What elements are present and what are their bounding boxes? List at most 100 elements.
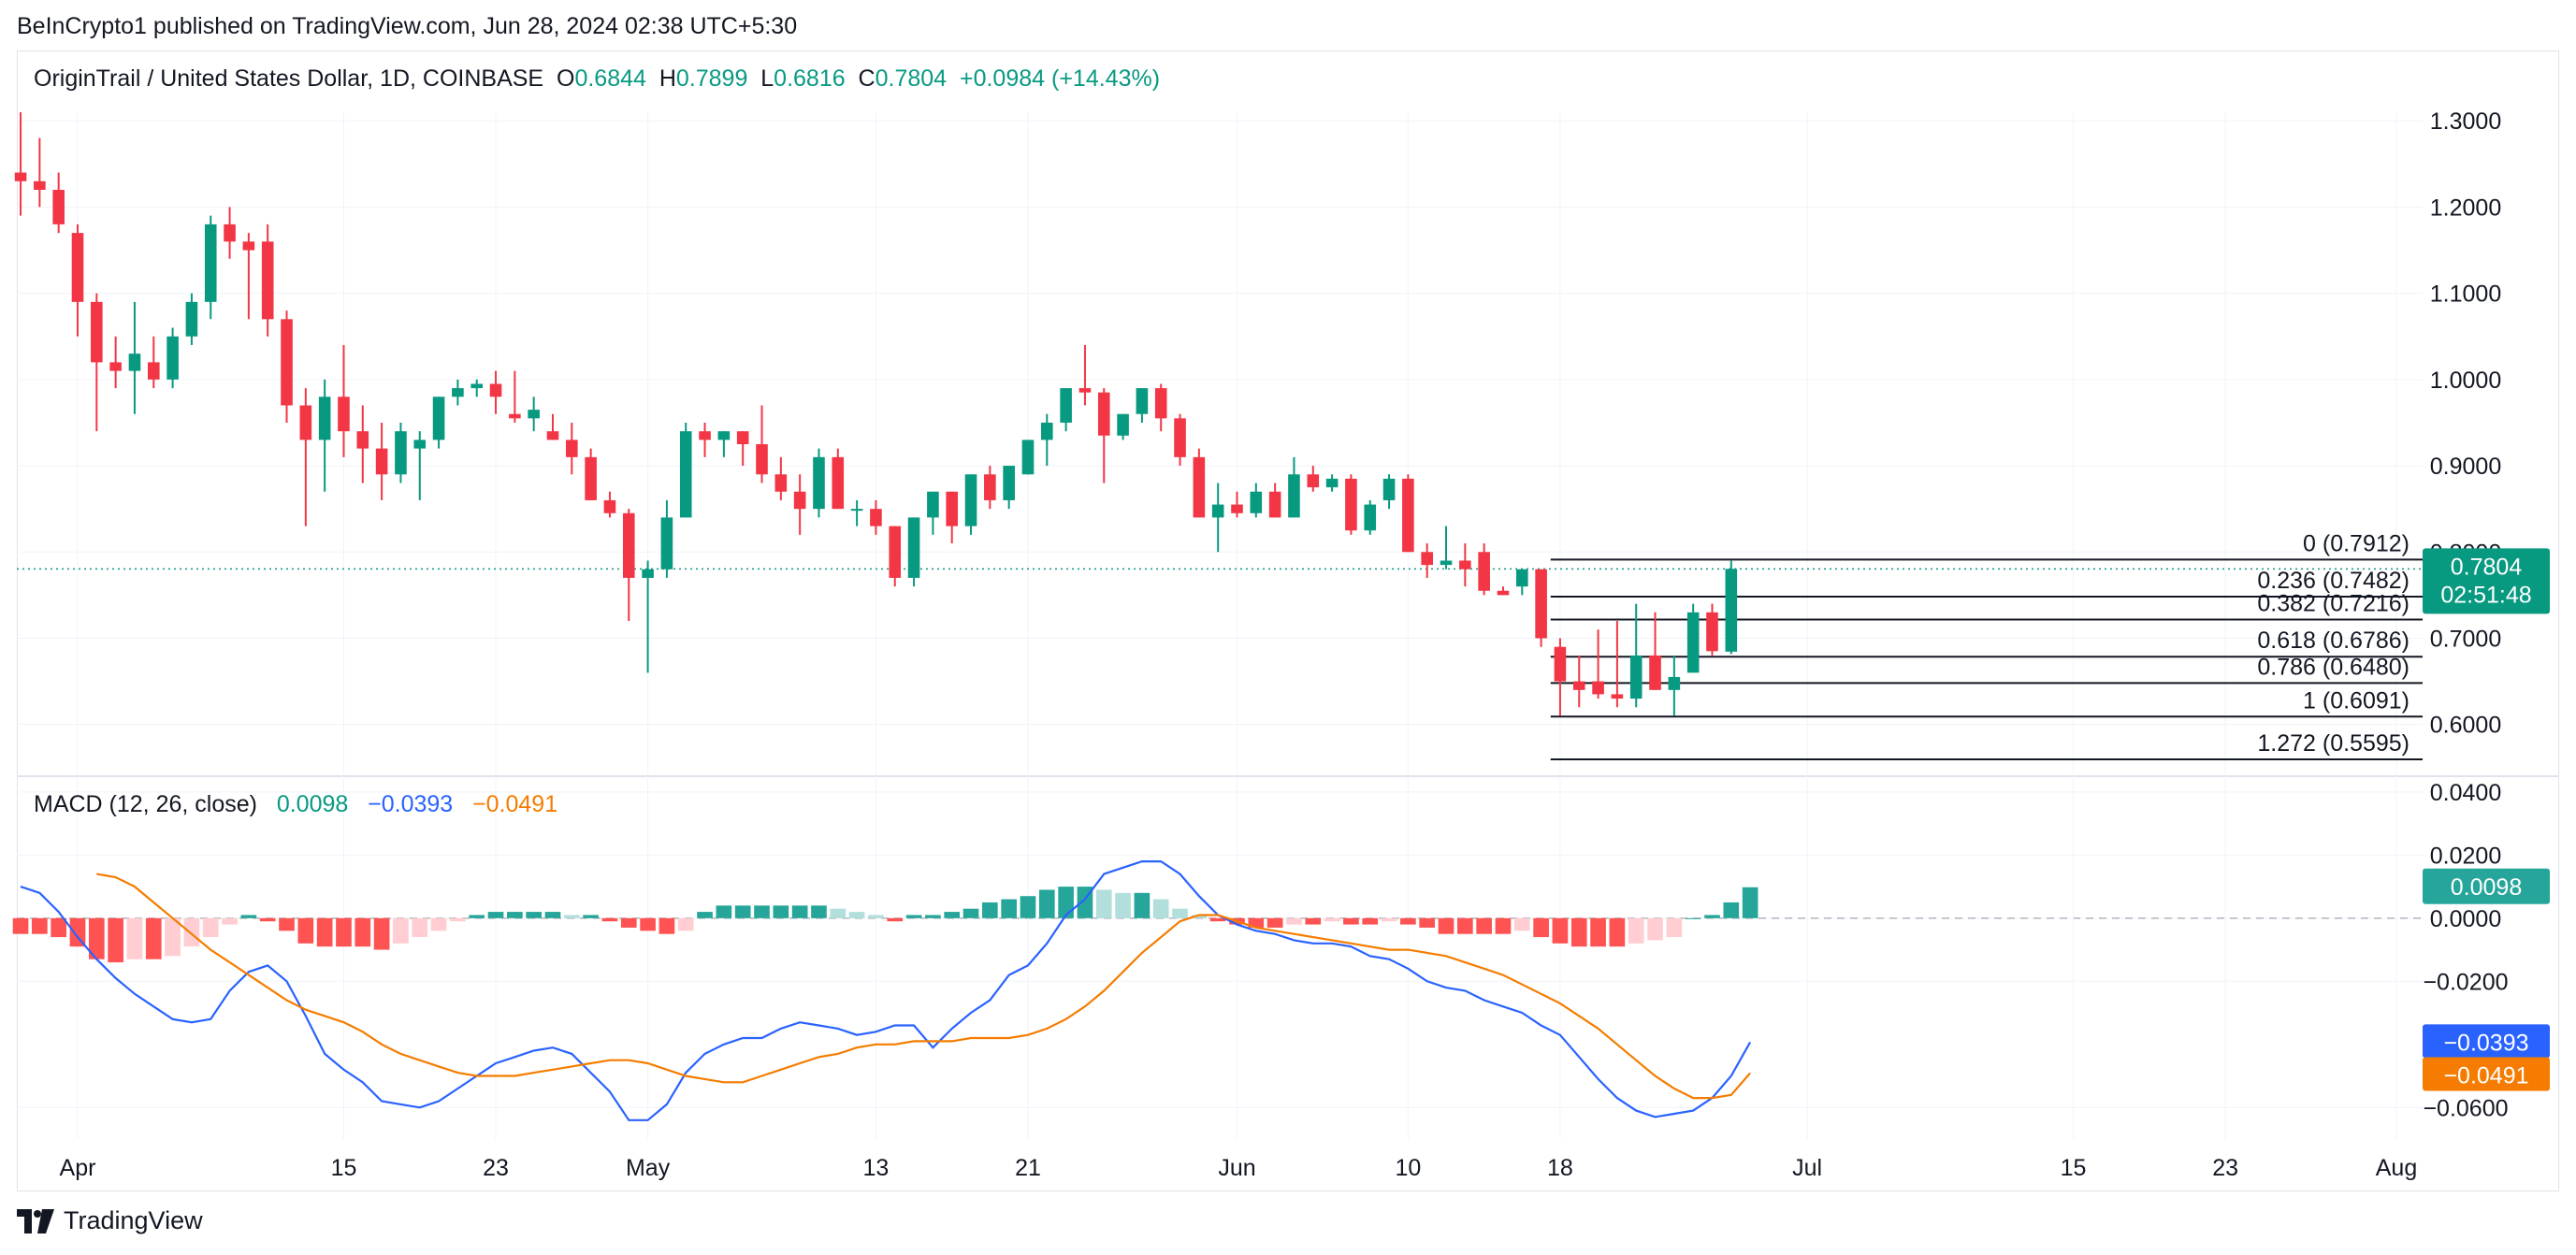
signal-line [96,873,1751,1100]
histogram-bar [1533,917,1549,938]
histogram-bar [108,917,123,963]
candle [642,560,654,673]
candle-body [299,405,312,440]
time-axis-tick: 21 [1015,1155,1041,1181]
macd-legend[interactable]: MACD (12, 26, close) 0.0098 −0.0393 −0.0… [34,791,557,818]
histogram-bar [754,905,770,918]
candle-body [1382,478,1396,500]
candle [242,233,255,320]
histogram-bar [297,917,314,944]
candle [375,422,388,500]
symbol-legend[interactable]: OriginTrail / United States Dollar, 1D, … [34,65,1160,93]
price-badge-text: 0.7804 [2451,554,2523,580]
macd-line-value: −0.0393 [368,791,454,817]
candle [1535,569,1547,647]
histogram-bar [1742,887,1758,918]
low-value: 0.6816 [774,65,846,92]
candle-body [1117,413,1129,436]
candle [1629,603,1643,708]
candle [509,370,521,423]
time-axis-tick: 18 [1547,1155,1573,1181]
candle-body [224,224,236,242]
candle [774,456,788,500]
macd-hist-badge: 0.0098 [2423,868,2550,904]
candle-body [946,491,959,527]
macd-hist-value: 0.0098 [276,791,349,817]
candle-body [1629,655,1643,700]
candle [850,499,863,527]
histogram-bar [1305,917,1322,925]
time-axis-tick: May [626,1155,671,1181]
candle-body [1060,388,1072,423]
price-axis-tick: 1.1000 [2430,281,2501,308]
histogram-bar [32,917,48,934]
candle-body [71,233,84,302]
macd-signal-badge-text: −0.0491 [2443,1062,2528,1089]
candle-body [660,517,673,570]
histogram-bar [507,912,523,918]
histogram-bar [1343,917,1359,925]
candle [1572,655,1585,708]
macd-hist-badge-bg [2423,868,2550,904]
candle-body [1497,590,1510,596]
candle [1554,638,1567,716]
macd-line-badge: −0.0393 [2423,1024,2550,1059]
candle-body [889,526,902,578]
fib-level-label: 0 (0.7912) [2303,530,2410,556]
tradingview-brand[interactable]: TradingView [17,1206,203,1235]
candle-body [1078,388,1092,393]
tradingview-logo-icon [17,1208,54,1233]
histogram-bar [1058,887,1074,918]
histogram-bar [887,917,904,922]
histogram-bar [830,908,847,918]
candle [964,474,977,535]
candle-body [907,517,920,578]
histogram-bar [1609,917,1626,947]
candle [1003,466,1015,510]
candle [318,379,331,492]
histogram-bar [1419,917,1436,928]
histogram-bar [12,917,29,934]
candle-body [622,512,635,578]
candle [946,491,959,544]
candle-body [52,189,65,224]
time-axis: Apr 15 23 May 13 21 Jun 10 18 Jul 15 23 Aug [60,1155,2418,1181]
histogram-bar [773,905,789,918]
candle [34,137,46,208]
candle-body [1706,612,1718,652]
candle [889,526,902,587]
candle-body [470,383,484,389]
fib-level-label: 0.786 (0.6480) [2257,654,2410,680]
candle [1288,456,1300,518]
high-label: H [658,65,676,92]
histogram-bar [640,917,656,931]
histogram-bar [126,917,143,959]
price-axis: 1.30001.20001.10001.00000.90000.80000.70… [2423,108,2508,1121]
candle [832,448,845,510]
candle [1097,388,1110,483]
histogram-bar [412,917,428,938]
macd-signal-badge-bg [2423,1057,2550,1091]
histogram-bar [355,917,371,947]
histogram-bar [868,915,884,918]
candle-body [793,491,806,510]
histogram-bar [1666,917,1683,938]
symbol-title: OriginTrail / United States Dollar, 1D, … [34,65,544,92]
fib-level-label: 0.382 (0.7216) [2257,591,2410,617]
histogram-bar [1286,917,1302,925]
histogram-bar [373,917,390,950]
histogram-bar [336,917,352,947]
candle-body [1364,504,1377,531]
candle-body [1250,491,1263,513]
candle-body [1515,569,1528,587]
macd-title: MACD (12, 26, close) [34,791,257,817]
histogram-bar [259,917,276,922]
candle [660,499,673,578]
candle-body [870,509,882,527]
candle-body [528,410,540,419]
candle [679,422,692,518]
time-axis-tick: 23 [2212,1155,2238,1181]
candle-body [699,431,711,440]
macd-axis-tick: −0.0600 [2423,1095,2508,1121]
